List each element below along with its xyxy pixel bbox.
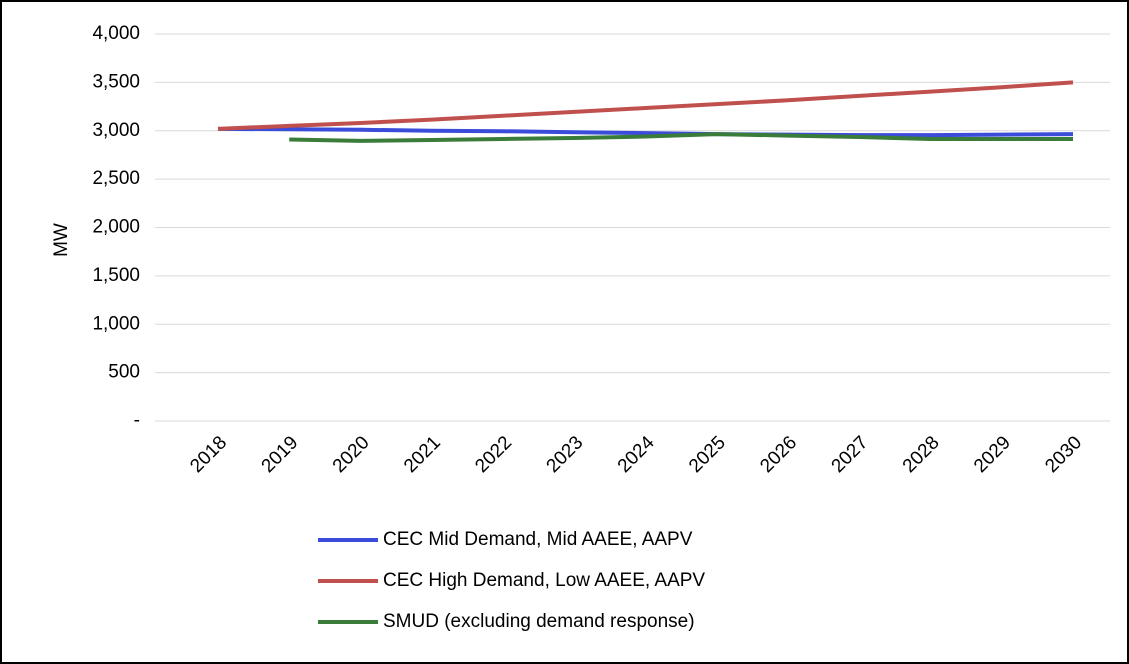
series-line xyxy=(217,80,1074,131)
legend-label: SMUD (excluding demand response) xyxy=(383,611,695,632)
y-tick-label: 2,000 xyxy=(92,217,140,238)
y-tick-label: 1,500 xyxy=(92,265,140,286)
series-line xyxy=(289,132,1073,143)
y-tick-label: 4,000 xyxy=(92,23,140,44)
y-axis-label: MW xyxy=(51,223,72,257)
legend-label: CEC Mid Demand, Mid AAEE, AAPV xyxy=(383,529,693,550)
y-tick-label: 1,000 xyxy=(92,313,140,334)
y-tick-label: 3,000 xyxy=(92,120,140,141)
legend-label: CEC High Demand, Low AAEE, AAPV xyxy=(383,570,705,591)
y-tick-label: 3,500 xyxy=(92,71,140,92)
y-tick-label: 2,500 xyxy=(92,168,140,189)
y-tick-label: 500 xyxy=(108,362,140,383)
y-tick-label: - xyxy=(134,410,140,431)
series-line xyxy=(217,126,1074,138)
